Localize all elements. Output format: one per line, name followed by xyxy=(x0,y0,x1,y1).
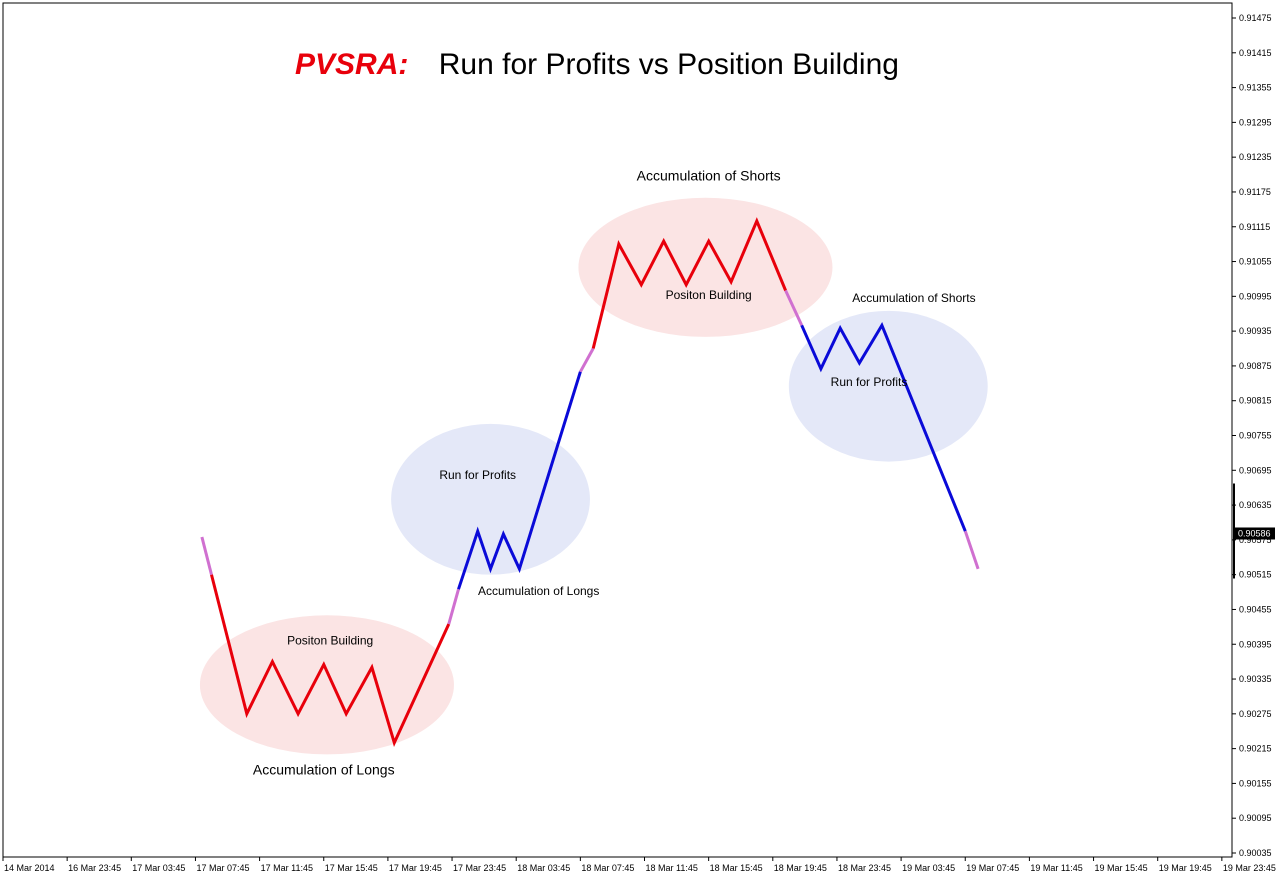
blue-zone xyxy=(788,310,988,462)
x-tick-label: 18 Mar 11:45 xyxy=(646,863,698,873)
chart-title: PVSRA: Run for Profits vs Position Build… xyxy=(295,48,899,81)
current-price-tag xyxy=(1235,527,1275,540)
zone-outer-label: Accumulation of Shorts xyxy=(852,291,975,305)
x-tick-label: 17 Mar 07:45 xyxy=(196,863,249,873)
x-tick-label: 19 Mar 19:45 xyxy=(1159,863,1212,873)
y-tick-label: 0.90995 xyxy=(1239,291,1272,301)
y-tick-label: 0.90635 xyxy=(1239,500,1272,510)
x-tick-label: 18 Mar 07:45 xyxy=(581,863,634,873)
annotation-layer: Positon Building Accumulation of Longs Run… xyxy=(253,167,976,777)
chart-title-main: Run for Profits vs Position Building xyxy=(439,48,899,81)
zone-inner-label: Run for Profits xyxy=(439,468,516,482)
pink-zone xyxy=(199,615,454,755)
price-line-transition xyxy=(963,530,980,570)
zone-inner-label: Positon Building xyxy=(287,633,373,647)
price-line-position-building xyxy=(591,217,787,349)
price-line-run-for-profits xyxy=(457,371,582,590)
y-tick-label: 0.90155 xyxy=(1239,778,1272,788)
y-tick-label: 0.90935 xyxy=(1239,326,1272,336)
blue-zone xyxy=(391,423,590,575)
y-tick-label: 0.91295 xyxy=(1239,117,1272,127)
x-tick-label: 18 Mar 23:45 xyxy=(838,863,891,873)
series-layer xyxy=(200,217,980,748)
y-tick-label: 0.91415 xyxy=(1239,48,1272,58)
x-tick-label: 17 Mar 19:45 xyxy=(389,863,442,873)
x-tick-label: 14 Mar 2014 xyxy=(4,863,55,873)
y-tick-label: 0.91355 xyxy=(1239,83,1272,93)
price-line-transition xyxy=(200,536,213,576)
current-price-label: 0.90586 xyxy=(1238,528,1271,538)
y-tick-label: 0.90575 xyxy=(1239,535,1272,545)
zone-outer-label: Accumulation of Longs xyxy=(478,584,599,598)
y-tick-label: 0.91175 xyxy=(1239,187,1271,197)
x-tick-label: 19 Mar 03:45 xyxy=(902,863,955,873)
zone-outer-label: Accumulation of Shorts xyxy=(637,167,781,183)
y-tick-label: 0.90335 xyxy=(1239,674,1272,684)
x-tick-label: 18 Mar 19:45 xyxy=(774,863,827,873)
x-tick-label: 19 Mar 23:45 xyxy=(1223,863,1276,873)
chart-title-prefix: PVSRA: xyxy=(295,48,408,81)
y-tick-label: 0.91235 xyxy=(1239,152,1272,162)
y-tick-label: 0.90875 xyxy=(1239,361,1272,371)
pink-zone xyxy=(578,197,833,337)
zone-inner-label: Run for Profits xyxy=(831,375,908,389)
x-tick-label: 16 Mar 23:45 xyxy=(68,863,121,873)
x-tick-label: 19 Mar 11:45 xyxy=(1030,863,1082,873)
price-line-transition xyxy=(784,289,804,326)
x-tick-label: 19 Mar 15:45 xyxy=(1095,863,1148,873)
x-tick-label: 17 Mar 03:45 xyxy=(132,863,185,873)
y-tick-label: 0.90275 xyxy=(1239,709,1272,719)
price-line-run-for-profits xyxy=(800,321,967,532)
y-tick-label: 0.90515 xyxy=(1239,570,1272,580)
y-tick-label: 0.90215 xyxy=(1239,744,1272,754)
y-tick-label: 0.91475 xyxy=(1239,13,1272,23)
x-tick-label: 17 Mar 11:45 xyxy=(261,863,313,873)
price-line-transition xyxy=(447,588,460,625)
y-tick-label: 0.90455 xyxy=(1239,604,1272,614)
y-tick-label: 0.90095 xyxy=(1239,813,1272,823)
price-line-position-building xyxy=(210,574,451,748)
plot-frame xyxy=(2,2,1233,858)
y-tick-label: 0.90755 xyxy=(1239,431,1272,441)
y-tick-label: 0.91115 xyxy=(1239,222,1270,232)
y-tick-label: 0.90695 xyxy=(1239,465,1272,475)
price-line-transition xyxy=(579,347,595,373)
x-tick-label: 17 Mar 23:45 xyxy=(453,863,506,873)
zone-inner-label: Positon Building xyxy=(666,288,752,302)
x-tick-label: 18 Mar 15:45 xyxy=(710,863,763,873)
y-tick-label: 0.90035 xyxy=(1239,848,1272,858)
zone-outer-label: Accumulation of Longs xyxy=(253,762,395,778)
x-tick-label: 18 Mar 03:45 xyxy=(517,863,570,873)
zones-layer xyxy=(199,197,988,755)
y-tick-label: 0.90395 xyxy=(1239,639,1272,649)
y-tick-label: 0.90815 xyxy=(1239,396,1272,406)
y-tick-label: 0.91055 xyxy=(1239,257,1272,267)
x-tick-label: 19 Mar 07:45 xyxy=(966,863,1019,873)
x-tick-label: 17 Mar 15:45 xyxy=(325,863,378,873)
